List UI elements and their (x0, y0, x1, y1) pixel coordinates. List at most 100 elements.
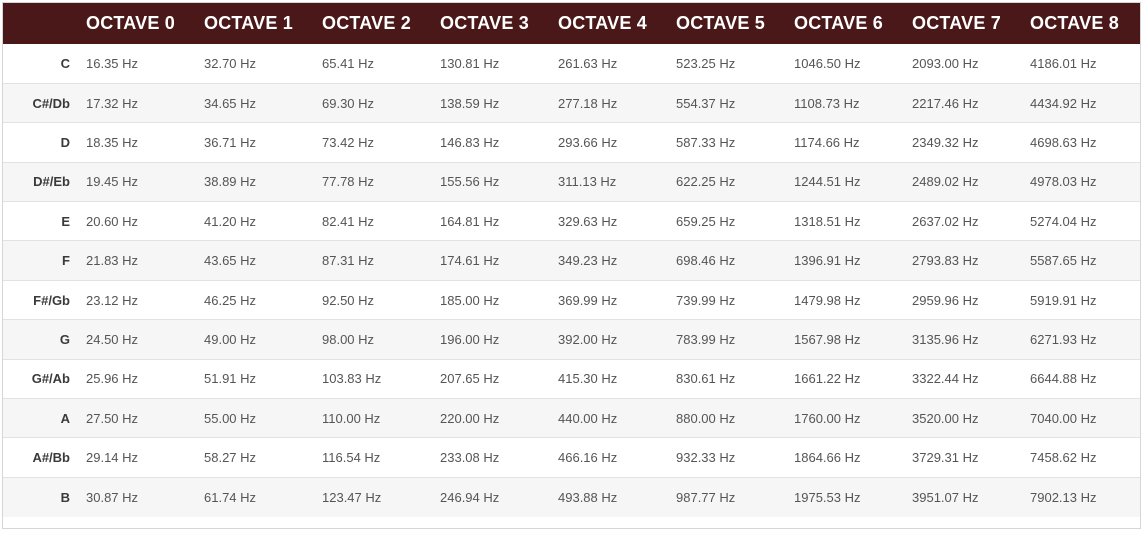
frequency-cell: 5274.04 Hz (1030, 213, 1097, 229)
frequency-cell: 155.56 Hz (440, 174, 500, 190)
frequency-cell: 1479.98 Hz (794, 292, 861, 308)
frequency-cell: 98.00 Hz (322, 331, 375, 347)
note-name-cell: A (60, 410, 70, 426)
frequency-cell: 49.00 Hz (204, 331, 257, 347)
frequency-cell: 554.37 Hz (676, 95, 736, 111)
frequency-cell: 110.00 Hz (322, 410, 381, 426)
frequency-cell: 2217.46 Hz (912, 95, 979, 111)
header-row: OCTAVE 0 OCTAVE 1 OCTAVE 2 OCTAVE 3 OCTA… (3, 3, 1140, 44)
frequency-cell: 19.45 Hz (86, 174, 139, 190)
frequency-cell: 2489.02 Hz (912, 174, 979, 190)
note-name-cell: F (62, 253, 70, 269)
note-name-cell: F#/Gb (33, 292, 70, 308)
frequency-cell: 2637.02 Hz (912, 213, 979, 229)
frequency-cell: 17.32 Hz (86, 95, 139, 111)
table-row: D#/Eb 19.45 Hz 38.89 Hz 77.78 Hz 155.56 Hz 31… (3, 162, 1140, 202)
table-row: G 24.50 Hz 49.00 Hz 98.00 Hz 196.00 Hz 392.00… (3, 319, 1140, 360)
frequency-cell: 6644.88 Hz (1030, 371, 1097, 387)
table-row: C#/Db 17.32 Hz 34.65 Hz 69.30 Hz 138.59 Hz 27… (3, 83, 1140, 123)
frequency-cell: 369.99 Hz (558, 292, 618, 308)
frequency-cell: 2349.32 Hz (912, 134, 979, 150)
frequency-cell: 123.47 Hz (322, 489, 382, 505)
note-name-cell: A#/Bb (32, 450, 70, 466)
note-name-cell: B (60, 489, 70, 505)
frequency-cell: 23.12 Hz (86, 292, 139, 308)
header-cell-octave-4: OCTAVE 4 (558, 13, 647, 33)
frequency-cell: 622.25 Hz (676, 174, 736, 190)
frequency-cell: 987.77 Hz (676, 489, 736, 505)
header-cell-octave-7: OCTAVE 7 (912, 13, 1001, 33)
table-row: C 16.35 Hz 32.70 Hz 65.41 Hz 130.81 Hz 261.63… (3, 44, 1140, 84)
table-row: A#/Bb 29.14 Hz 58.27 Hz 116.54 Hz 233.08 Hz 4… (3, 437, 1140, 478)
frequency-cell: 130.81 Hz (440, 55, 500, 71)
frequency-cell: 1108.73 Hz (794, 95, 860, 111)
frequency-cell: 1046.50 Hz (794, 55, 861, 71)
frequency-cell: 146.83 Hz (440, 134, 500, 150)
note-name-cell: E (61, 213, 70, 229)
frequency-cell: 329.63 Hz (558, 213, 618, 229)
frequency-cell: 1661.22 Hz (794, 371, 861, 387)
frequency-cell: 246.94 Hz (440, 489, 500, 505)
frequency-cell: 65.41 Hz (322, 55, 375, 71)
table-row: A 27.50 Hz 55.00 Hz 110.00 Hz 220.00 Hz 440.0… (3, 398, 1140, 438)
frequency-cell: 46.25 Hz (204, 292, 257, 308)
frequency-cell: 41.20 Hz (204, 213, 257, 229)
frequency-cell: 830.61 Hz (676, 371, 736, 387)
table-row: F#/Gb 23.12 Hz 46.25 Hz 92.50 Hz 185.00 Hz 36… (3, 280, 1140, 320)
frequency-cell: 7458.62 Hz (1030, 450, 1097, 466)
table-row: D 18.35 Hz 36.71 Hz 73.42 Hz 146.83 Hz 293.66… (3, 122, 1140, 163)
frequency-cell: 55.00 Hz (204, 410, 257, 426)
frequency-cell: 7040.00 Hz (1030, 410, 1097, 426)
frequency-cell: 185.00 Hz (440, 292, 500, 308)
frequency-cell: 2093.00 Hz (912, 55, 979, 71)
frequency-cell: 220.00 Hz (440, 410, 500, 426)
frequency-cell: 783.99 Hz (676, 331, 736, 347)
frequency-cell: 61.74 Hz (204, 489, 257, 505)
frequency-cell: 2959.96 Hz (912, 292, 979, 308)
frequency-cell: 87.31 Hz (322, 253, 375, 269)
frequency-cell: 32.70 Hz (204, 55, 257, 71)
frequency-cell: 138.59 Hz (440, 95, 500, 111)
frequency-cell: 3322.44 Hz (912, 371, 979, 387)
frequency-cell: 587.33 Hz (676, 134, 736, 150)
frequency-cell: 261.63 Hz (558, 55, 618, 71)
frequency-cell: 1760.00 Hz (794, 410, 861, 426)
frequency-cell: 698.46 Hz (676, 253, 736, 269)
frequency-cell: 25.96 Hz (86, 371, 139, 387)
frequency-cell: 1174.66 Hz (794, 134, 860, 150)
header-cell-octave-6: OCTAVE 6 (794, 13, 883, 33)
note-name-cell: C (60, 55, 70, 71)
frequency-cell: 659.25 Hz (676, 213, 736, 229)
frequency-cell: 51.91 Hz (204, 371, 257, 387)
note-name-cell: C#/Db (32, 95, 70, 111)
frequency-cell: 3520.00 Hz (912, 410, 979, 426)
note-name-cell: G (59, 331, 70, 347)
frequency-cell: 18.35 Hz (86, 134, 139, 150)
frequency-cell: 932.33 Hz (676, 450, 736, 466)
frequency-cell: 116.54 Hz (322, 450, 381, 466)
frequency-cell: 164.81 Hz (440, 213, 500, 229)
frequency-cell: 1975.53 Hz (794, 489, 861, 505)
frequency-cell: 5587.65 Hz (1030, 253, 1097, 269)
frequency-cell: 493.88 Hz (558, 489, 618, 505)
frequency-cell: 207.65 Hz (440, 371, 500, 387)
frequency-cell: 3135.96 Hz (912, 331, 979, 347)
frequency-cell: 5919.91 Hz (1030, 292, 1097, 308)
table-header: OCTAVE 0 OCTAVE 1 OCTAVE 2 OCTAVE 3 OCTA… (3, 3, 1140, 44)
frequency-cell: 4978.03 Hz (1030, 174, 1097, 190)
frequency-cell: 466.16 Hz (558, 450, 618, 466)
frequency-cell: 392.00 Hz (558, 331, 618, 347)
frequency-cell: 1244.51 Hz (794, 174, 861, 190)
frequency-cell: 2793.83 Hz (912, 253, 979, 269)
header-cell-octave-5: OCTAVE 5 (676, 13, 765, 33)
frequency-cell: 20.60 Hz (86, 213, 139, 229)
frequency-cell: 523.25 Hz (676, 55, 736, 71)
note-name-cell: G#/Ab (31, 371, 70, 387)
frequency-cell: 21.83 Hz (86, 253, 139, 269)
frequency-cell: 69.30 Hz (322, 95, 375, 111)
frequency-cell: 311.13 Hz (558, 174, 617, 190)
frequency-cell: 34.65 Hz (204, 95, 257, 111)
frequency-cell: 880.00 Hz (676, 410, 736, 426)
frequency-cell: 36.71 Hz (204, 134, 257, 150)
